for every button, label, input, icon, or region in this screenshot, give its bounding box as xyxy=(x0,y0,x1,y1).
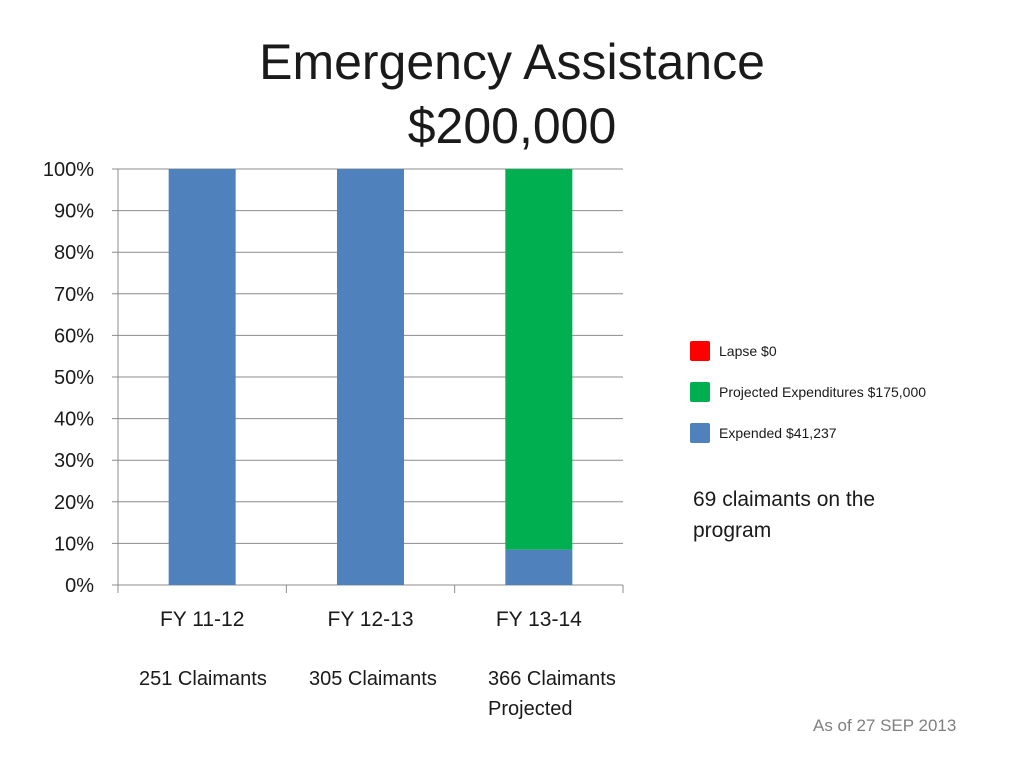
x-category-label: FY 11-12 xyxy=(160,608,244,631)
as-of-date: As of 27 SEP 2013 xyxy=(813,716,957,735)
legend-swatch-lapse xyxy=(690,340,710,361)
y-tick-label: 30% xyxy=(54,450,94,472)
y-tick-label: 70% xyxy=(54,284,94,306)
bar-segment xyxy=(168,169,236,585)
bar-segment xyxy=(337,169,404,585)
legend-label-projected: Projected Expenditures $175,000 xyxy=(719,383,927,400)
legend-item-expended: Expended $41,237 xyxy=(690,412,926,453)
claimants-fy13-14: 366 Claimants Projected xyxy=(488,668,616,720)
bar-segment xyxy=(505,169,573,550)
y-tick-label: 10% xyxy=(54,533,94,555)
legend: Lapse $0 Projected Expenditures $175,000… xyxy=(690,330,926,453)
claimants-note: 69 claimants on the program xyxy=(693,488,876,542)
y-tick-label: 90% xyxy=(54,201,94,223)
x-category-label: FY 13-14 xyxy=(496,608,582,631)
x-category-label: FY 12-13 xyxy=(328,608,414,631)
legend-label-expended: Expended $41,237 xyxy=(719,424,837,441)
y-tick-label: 80% xyxy=(54,242,94,264)
legend-swatch-projected xyxy=(690,381,710,402)
title-line-2: $200,000 xyxy=(407,98,617,154)
title-line-1: Emergency Assistance xyxy=(259,34,765,90)
chart-title: Emergency Assistance $200,000 xyxy=(0,30,1024,158)
y-tick-label: 0% xyxy=(65,575,94,597)
legend-swatch-expended xyxy=(690,422,710,443)
legend-item-lapse: Lapse $0 xyxy=(690,330,926,371)
legend-label-lapse: Lapse $0 xyxy=(719,342,777,359)
y-tick-label: 40% xyxy=(54,409,94,431)
bar-segment xyxy=(505,549,573,585)
y-tick-label: 20% xyxy=(54,492,94,514)
legend-item-projected: Projected Expenditures $175,000 xyxy=(690,371,926,412)
claimants-fy11-12: 251 Claimants xyxy=(139,668,267,690)
y-tick-label: 50% xyxy=(54,367,94,389)
y-tick-label: 100% xyxy=(43,159,94,181)
y-tick-label: 60% xyxy=(54,325,94,347)
claimants-fy12-13: 305 Claimants xyxy=(309,668,437,690)
